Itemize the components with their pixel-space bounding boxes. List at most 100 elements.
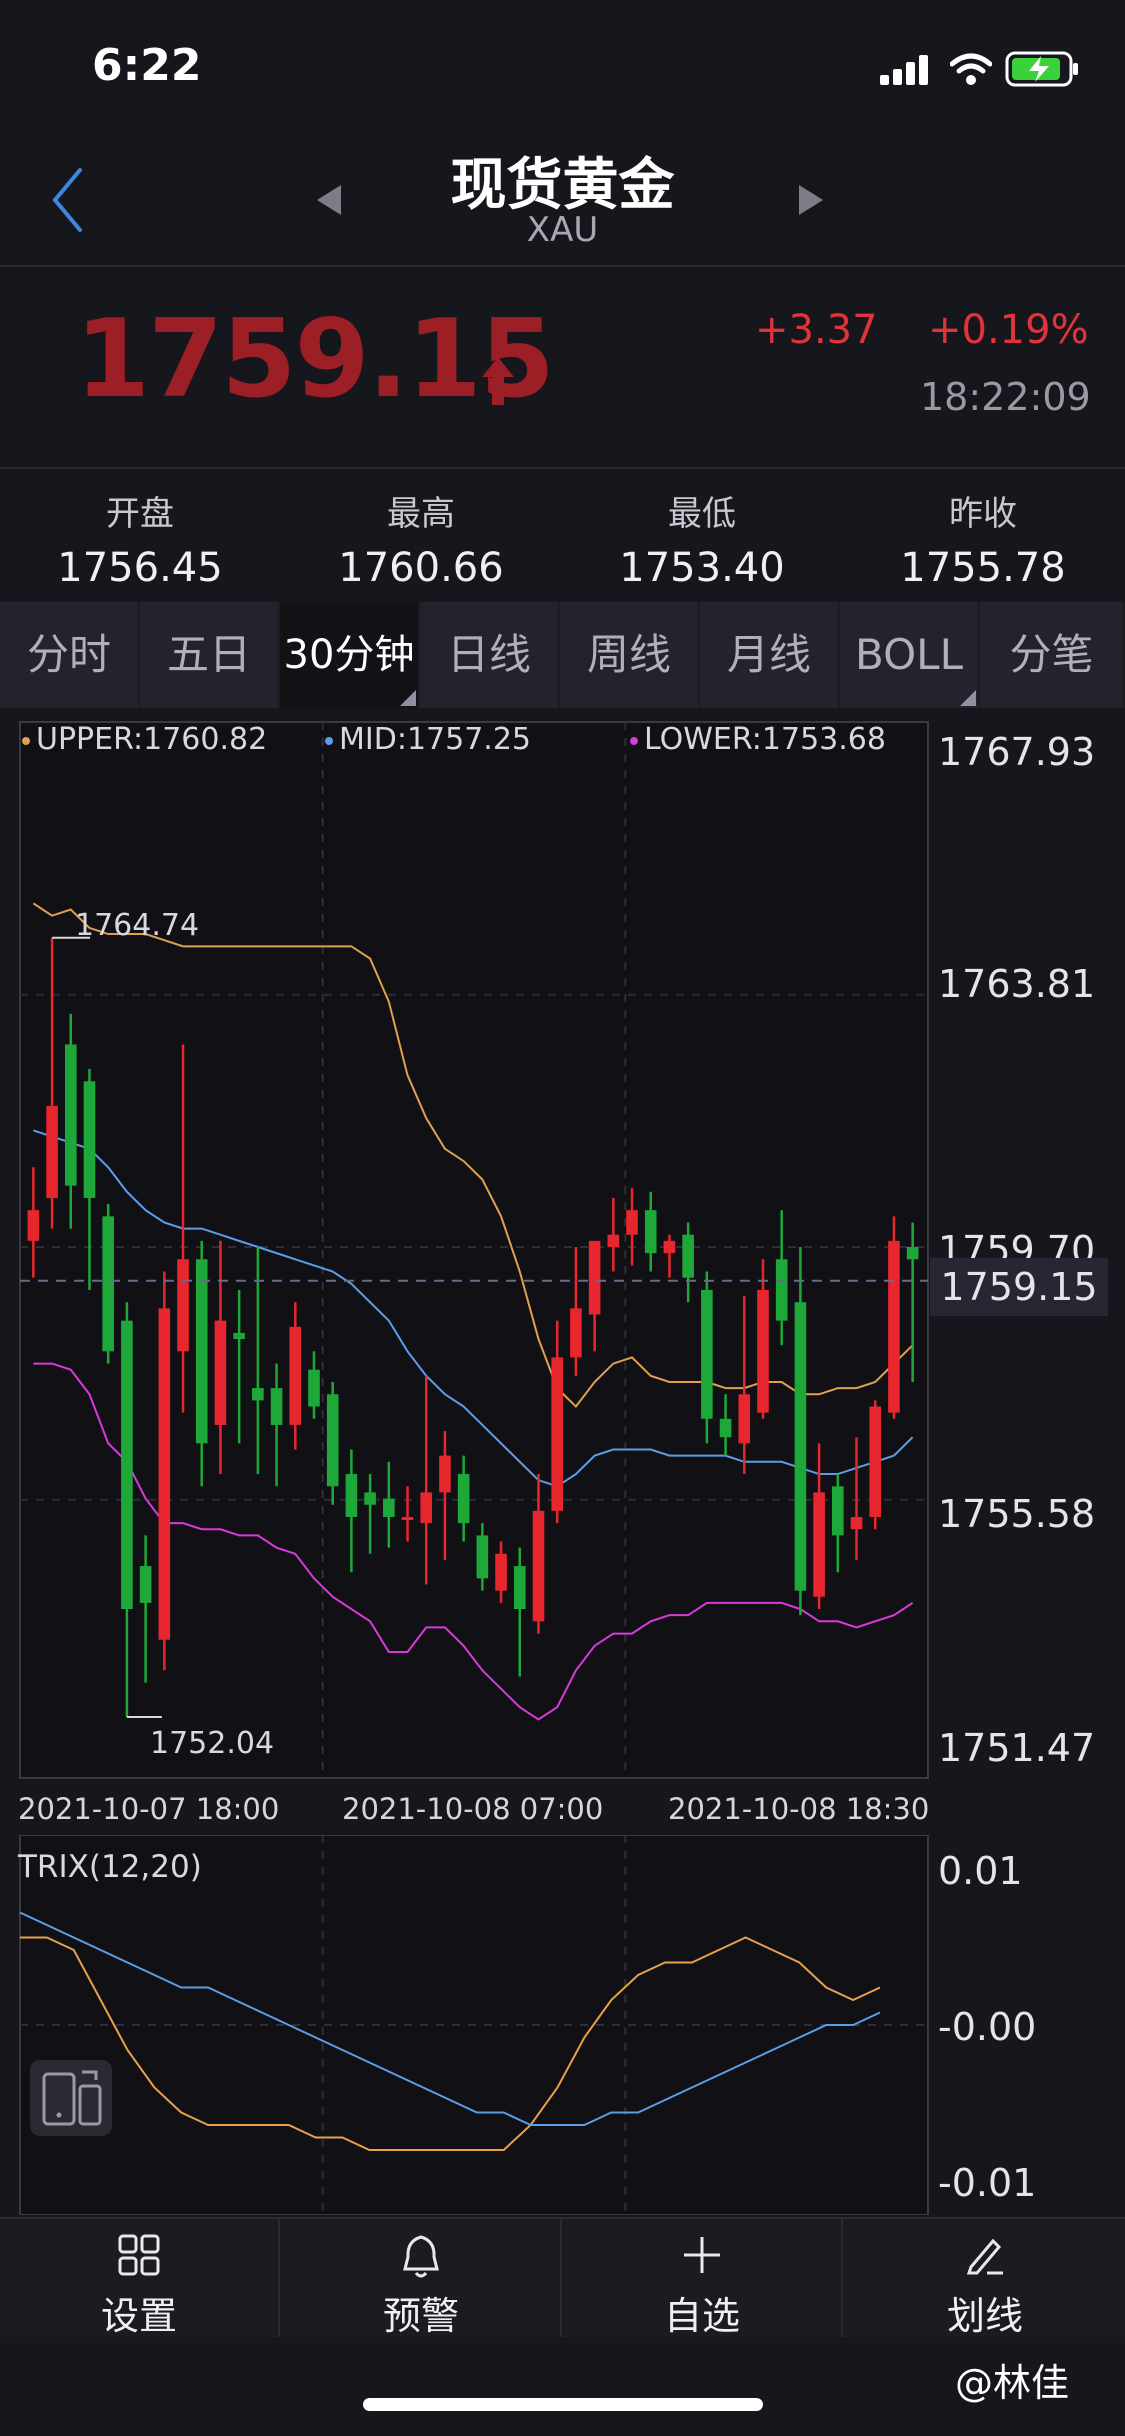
candle-body bbox=[682, 1234, 694, 1278]
wifi-icon bbox=[950, 53, 992, 85]
alert-button[interactable]: 预警 bbox=[282, 2219, 562, 2338]
x-label: 2021-10-08 18:30 bbox=[668, 1792, 930, 1826]
candle-body bbox=[644, 1210, 657, 1254]
stats-row: 开盘 1756.45 最高 1760.66 最低 1753.40 昨收 1755… bbox=[0, 470, 1125, 600]
tab-monthly[interactable]: 月线 bbox=[700, 602, 840, 708]
candle-body bbox=[813, 1492, 825, 1597]
next-instrument-button[interactable] bbox=[785, 175, 835, 225]
candle-body bbox=[345, 1474, 358, 1517]
boll-mid-line bbox=[33, 1129, 914, 1488]
draw-line-button[interactable]: 划线 bbox=[845, 2219, 1125, 2338]
rotate-screen-button[interactable] bbox=[30, 2060, 112, 2136]
candle-body bbox=[588, 1240, 601, 1315]
candlestick-svg[interactable] bbox=[0, 712, 1125, 1832]
candle-body bbox=[869, 1406, 882, 1517]
tab-boll[interactable]: BOLL bbox=[840, 602, 980, 708]
candle-body bbox=[46, 1105, 58, 1198]
candle-body bbox=[906, 1247, 919, 1260]
stat-open: 开盘 1756.45 bbox=[0, 470, 280, 591]
candle-body bbox=[289, 1326, 302, 1425]
candle-body bbox=[121, 1320, 133, 1610]
tab-weekly[interactable]: 周线 bbox=[560, 602, 700, 708]
legend-lower-text: LOWER:1753.68 bbox=[644, 722, 886, 757]
stat-high: 最高 1760.66 bbox=[281, 470, 561, 591]
tab-ticks[interactable]: 分笔 bbox=[980, 602, 1125, 708]
stat-label: 最低 bbox=[668, 494, 736, 534]
tab-label: 30分钟 bbox=[283, 632, 415, 678]
candle-body bbox=[663, 1240, 676, 1254]
add-watchlist-button[interactable]: 自选 bbox=[563, 2219, 843, 2338]
toolbar-label: 划线 bbox=[946, 2294, 1023, 2338]
candle-body bbox=[551, 1357, 563, 1511]
tab-timeshare[interactable]: 分时 bbox=[0, 602, 140, 708]
candle-body bbox=[794, 1302, 807, 1591]
stat-low: 最低 1753.40 bbox=[562, 470, 842, 591]
candle-body bbox=[532, 1510, 545, 1622]
trix-y-tick: 0.01 bbox=[938, 1849, 1023, 1893]
prev-instrument-button[interactable] bbox=[305, 175, 355, 225]
candle-body bbox=[719, 1418, 732, 1438]
tab-daily[interactable]: 日线 bbox=[420, 602, 560, 708]
back-button[interactable] bbox=[40, 160, 100, 240]
candle-body bbox=[570, 1308, 582, 1358]
bottom-toolbar: 设置 预警 自选 划线 bbox=[0, 2217, 1125, 2338]
candle-body bbox=[64, 1044, 77, 1186]
legend-mid-text: MID:1757.25 bbox=[339, 722, 531, 757]
period-tabs: 分时 五日 30分钟 日线 周线 月线 BOLL 分笔 bbox=[0, 602, 1125, 708]
trix-y-tick: -0.00 bbox=[938, 2005, 1037, 2049]
pen-icon bbox=[966, 2238, 1003, 2275]
stat-label: 开盘 bbox=[106, 494, 174, 534]
candle-body bbox=[252, 1388, 264, 1401]
stat-value: 1760.66 bbox=[338, 545, 504, 591]
arrow-up-icon bbox=[482, 357, 514, 405]
bell-icon bbox=[403, 2235, 439, 2278]
dropdown-corner-icon bbox=[400, 690, 416, 706]
trix-chart[interactable]: TRIX(12,20) 0.01 -0.00 -0.01 bbox=[0, 1835, 1125, 2215]
candle-body bbox=[158, 1308, 171, 1640]
stat-label: 最高 bbox=[387, 494, 455, 534]
high-marker-label: 1764.74 bbox=[75, 908, 200, 943]
quote-time: 18:22:09 bbox=[920, 375, 1091, 419]
status-time: 6:22 bbox=[92, 40, 202, 91]
settings-button[interactable]: 设置 bbox=[0, 2219, 280, 2338]
current-price-tag: 1759.15 bbox=[930, 1258, 1108, 1316]
candle-body bbox=[626, 1210, 638, 1235]
y-tick: 1767.93 bbox=[938, 730, 1096, 774]
candle-body bbox=[888, 1240, 900, 1413]
candle-body bbox=[457, 1474, 470, 1524]
candle-body bbox=[757, 1289, 769, 1413]
candle-body bbox=[139, 1566, 152, 1603]
boll-lower-line bbox=[33, 1362, 914, 1721]
symbol-code: XAU bbox=[526, 210, 599, 250]
tab-five-day[interactable]: 五日 bbox=[140, 602, 280, 708]
home-indicator[interactable] bbox=[363, 2398, 763, 2411]
page-title: 现货黄金 bbox=[450, 153, 675, 218]
toolbar-label: 自选 bbox=[663, 2294, 740, 2338]
chart-frame bbox=[19, 721, 929, 1779]
candle-body bbox=[401, 1516, 414, 1520]
candle-body bbox=[214, 1320, 227, 1425]
trix-label: TRIX(12,20) bbox=[18, 1849, 202, 1885]
candle-body bbox=[102, 1216, 114, 1352]
candle-body bbox=[775, 1259, 788, 1321]
candle-body bbox=[420, 1492, 433, 1524]
candle-body bbox=[513, 1566, 526, 1610]
legend-mid: MID:1757.25 bbox=[325, 722, 531, 757]
candle-body bbox=[850, 1516, 863, 1530]
candle-body bbox=[476, 1535, 489, 1579]
tab-label: BOLL bbox=[855, 630, 963, 679]
toolbar-label: 设置 bbox=[100, 2294, 177, 2338]
dropdown-corner-icon bbox=[960, 690, 976, 706]
candlestick-chart[interactable]: UPPER:1760.82 MID:1757.25 LOWER:1753.68 … bbox=[0, 712, 1125, 1832]
candle-body bbox=[607, 1234, 620, 1247]
candle-body bbox=[27, 1210, 40, 1241]
trix-svg[interactable] bbox=[0, 1835, 1125, 2215]
stat-label: 昨收 bbox=[949, 494, 1017, 534]
trix-line bbox=[20, 1936, 881, 2151]
y-tick: 1755.58 bbox=[938, 1492, 1096, 1536]
stat-value: 1755.78 bbox=[900, 545, 1066, 591]
tab-30min[interactable]: 30分钟 bbox=[280, 602, 420, 708]
y-tick: 1751.47 bbox=[938, 1726, 1096, 1770]
candle-body bbox=[738, 1394, 751, 1444]
stat-value: 1753.40 bbox=[619, 545, 785, 591]
